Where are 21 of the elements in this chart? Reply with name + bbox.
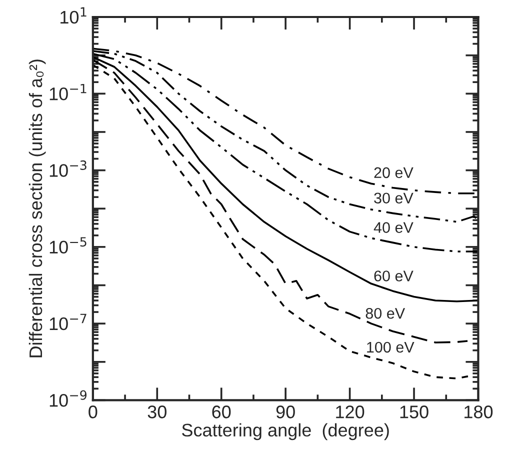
y-tick-label: 10$^{−7}$ <box>50 314 86 330</box>
y-tick-label: 10$^{−3}$ <box>50 160 86 177</box>
y-tick-label: 10$^{−9}$ <box>50 390 87 407</box>
y-axis-title: Differential cross section (units of a₀²) <box>28 60 46 358</box>
series-label: 30 eV <box>374 192 414 204</box>
series-label: 40 eV <box>374 222 414 233</box>
y-tick-label: 10$^{−5}$ <box>50 237 86 254</box>
x-tick-label: 90 <box>276 406 295 418</box>
series-label: 20 eV <box>374 167 414 178</box>
series-label: 100 eV <box>367 342 414 353</box>
y-tick-label: 10$^{1}$ <box>60 7 86 24</box>
x-tick-label: 0 <box>88 406 98 418</box>
x-tick-label: 60 <box>212 406 231 418</box>
y-tick-label: 10$^{−1}$ <box>50 84 86 100</box>
series-label: 80 eV <box>366 308 406 319</box>
x-tick-label: 120 <box>336 406 364 418</box>
x-tick-label: 180 <box>464 406 493 418</box>
x-tick-label: 30 <box>148 406 166 418</box>
x-tick-label: 150 <box>400 406 428 418</box>
x-axis-title: Scattering angle (degree) <box>182 423 389 440</box>
series-label: 60 eV <box>374 270 414 282</box>
